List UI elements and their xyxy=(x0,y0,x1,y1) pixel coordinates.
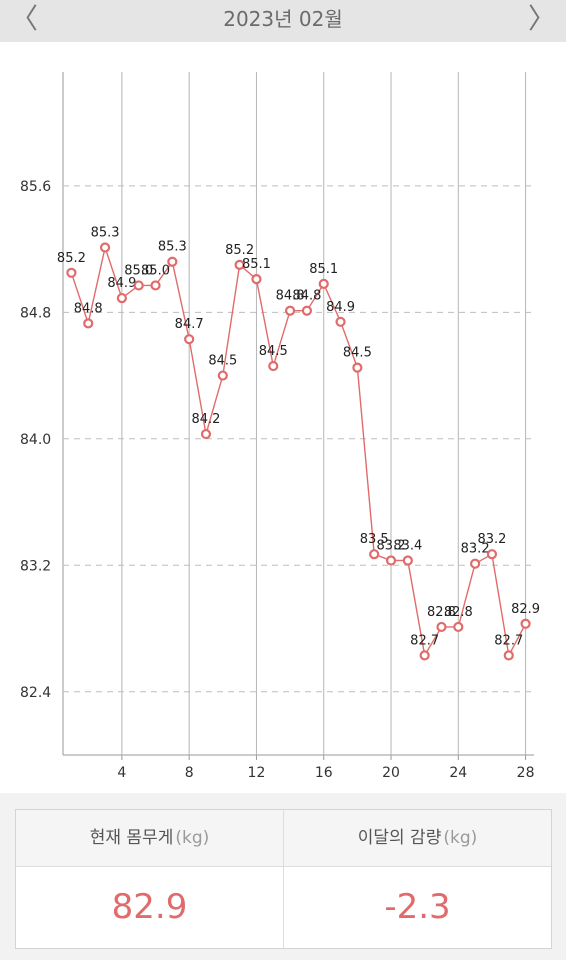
data-label: 84.5 xyxy=(259,344,288,359)
data-label: 85.0 xyxy=(124,263,153,278)
data-point xyxy=(503,650,514,661)
data-label: 85.3 xyxy=(158,240,187,255)
data-point xyxy=(453,621,464,633)
data-label: 84.9 xyxy=(107,276,136,291)
x-tick-label: 24 xyxy=(449,765,467,781)
current-weight-label: 현재 몸무게 xyxy=(89,828,174,848)
data-label: 82.9 xyxy=(511,602,540,617)
chevron-left-icon: 〈 xyxy=(9,2,38,35)
data-label: 82.7 xyxy=(410,633,439,648)
data-label: 85.0 xyxy=(141,263,170,278)
data-label: 83.5 xyxy=(360,532,389,547)
data-label: 83.2 xyxy=(377,539,406,554)
data-label: 84.5 xyxy=(343,346,372,361)
data-point xyxy=(184,334,195,345)
data-point xyxy=(251,274,262,285)
monthly-loss-unit: (kg) xyxy=(443,828,478,848)
data-point xyxy=(470,558,481,569)
summary-table: 현재 몸무게 (kg) 이달의 감량 (kg) 82.9 -2.3 xyxy=(15,809,552,949)
data-label: 82.7 xyxy=(494,633,523,648)
y-tick-label: 85.6 xyxy=(20,179,51,195)
data-point xyxy=(99,242,111,253)
data-point xyxy=(66,267,77,278)
y-tick-label: 83.2 xyxy=(20,558,51,574)
y-tick-label: 84.0 xyxy=(20,432,51,448)
data-point xyxy=(167,256,178,267)
data-point xyxy=(335,316,346,327)
current-weight-value: 82.9 xyxy=(111,887,188,927)
data-point xyxy=(133,280,144,291)
y-tick-label: 84.8 xyxy=(20,305,51,321)
summary-divider xyxy=(283,810,284,948)
month-title: 2023년 02월 xyxy=(223,7,343,31)
month-header: 〈 2023년 02월 〉 xyxy=(0,0,566,42)
x-tick-label: 16 xyxy=(315,765,333,781)
monthly-loss-header: 이달의 감량 (kg) xyxy=(284,810,551,867)
data-label: 82.8 xyxy=(444,605,473,620)
data-label: 84.8 xyxy=(276,289,305,304)
monthly-loss-label: 이달의 감량 xyxy=(357,828,442,848)
data-point xyxy=(352,362,363,373)
x-tick-label: 20 xyxy=(382,765,400,781)
data-point xyxy=(234,259,245,270)
data-label: 85.2 xyxy=(57,251,86,266)
data-point xyxy=(284,305,296,316)
data-label: 85.1 xyxy=(242,257,271,272)
data-point xyxy=(402,555,413,566)
data-label: 84.5 xyxy=(208,354,237,369)
data-point xyxy=(150,280,161,291)
data-point xyxy=(200,428,212,440)
chevron-right-icon: 〉 xyxy=(527,2,556,35)
data-label: 84.7 xyxy=(175,317,204,332)
data-label: 83.2 xyxy=(461,542,490,557)
x-tick-label: 12 xyxy=(248,765,266,781)
weight-line-chart: 4 8 12 16 20 24 28 85.6 84.8 84.0 83.2 82.4 85.2 84.8… xyxy=(20,72,540,781)
current-weight-unit: (kg) xyxy=(175,828,210,848)
data-label: 84.9 xyxy=(326,300,355,315)
next-month-button[interactable]: 〉 xyxy=(522,2,562,38)
x-tick-label: 28 xyxy=(517,765,535,781)
current-weight-header: 현재 몸무게 (kg) xyxy=(16,810,283,867)
data-label: 85.1 xyxy=(309,262,338,277)
data-point xyxy=(419,650,430,661)
data-point xyxy=(301,305,313,316)
data-point xyxy=(436,621,447,633)
monthly-loss-value: -2.3 xyxy=(384,887,451,927)
data-point xyxy=(268,360,279,372)
data-label: 85.2 xyxy=(225,243,254,258)
data-label: 82.8 xyxy=(427,605,456,620)
weight-series-line xyxy=(70,244,527,658)
y-tick-label: 82.4 xyxy=(20,685,51,701)
data-label: 85.3 xyxy=(91,225,120,240)
data-label: 84.8 xyxy=(74,301,103,316)
data-label: 84.2 xyxy=(192,412,221,427)
data-point xyxy=(217,370,228,381)
data-label: 83.2 xyxy=(477,532,506,547)
data-point xyxy=(318,278,329,289)
data-point xyxy=(116,292,127,304)
x-tick-label: 8 xyxy=(185,765,194,781)
data-point xyxy=(369,549,380,560)
data-point xyxy=(486,549,498,560)
prev-month-button[interactable]: 〈 xyxy=(4,2,44,38)
data-point xyxy=(385,555,397,566)
data-label: 83.4 xyxy=(393,539,422,554)
data-label: 84.8 xyxy=(292,289,321,304)
data-point xyxy=(520,618,531,629)
x-tick-label: 4 xyxy=(117,765,126,781)
data-point xyxy=(83,318,94,329)
